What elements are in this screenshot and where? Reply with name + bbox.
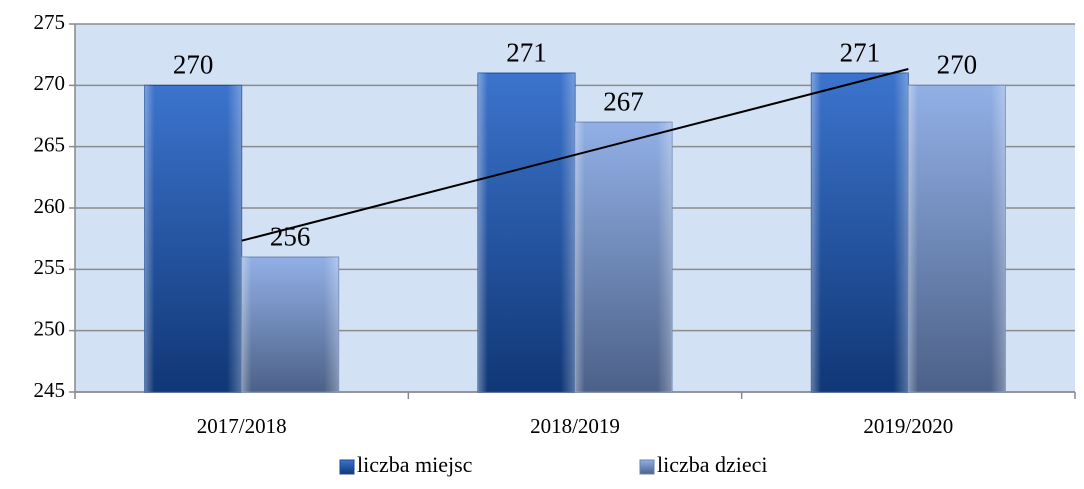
x-tick-label: 2019/2020 bbox=[863, 414, 953, 438]
data-label: 271 bbox=[506, 37, 547, 67]
y-tick-label: 250 bbox=[34, 316, 66, 340]
legend-label: liczba miejsc bbox=[357, 452, 473, 477]
bar bbox=[241, 256, 340, 393]
legend-swatch bbox=[339, 459, 355, 475]
bar bbox=[574, 121, 673, 393]
legend-swatch bbox=[639, 459, 655, 475]
y-tick-label: 260 bbox=[34, 194, 66, 218]
x-tick-label: 2017/2018 bbox=[197, 414, 287, 438]
bar bbox=[144, 84, 243, 393]
bar bbox=[477, 72, 576, 393]
x-tick-label: 2018/2019 bbox=[530, 414, 620, 438]
data-label: 271 bbox=[840, 37, 881, 67]
y-tick-label: 270 bbox=[34, 71, 66, 95]
data-label: 256 bbox=[270, 221, 311, 251]
bar bbox=[907, 84, 1006, 393]
trendline bbox=[241, 68, 909, 242]
legend-label: liczba dzieci bbox=[657, 452, 768, 477]
bar bbox=[810, 72, 909, 393]
data-label: 270 bbox=[937, 50, 978, 80]
y-tick-label: 255 bbox=[34, 255, 66, 279]
data-label: 270 bbox=[173, 50, 214, 80]
y-tick-label: 265 bbox=[34, 132, 66, 156]
data-label: 267 bbox=[603, 86, 644, 116]
y-tick-label: 275 bbox=[34, 10, 66, 34]
y-tick-label: 245 bbox=[34, 378, 66, 402]
